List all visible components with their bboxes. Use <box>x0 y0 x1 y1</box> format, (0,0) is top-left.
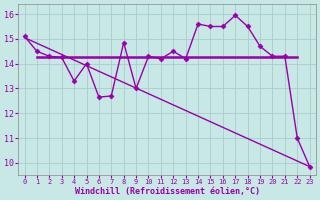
X-axis label: Windchill (Refroidissement éolien,°C): Windchill (Refroidissement éolien,°C) <box>75 187 260 196</box>
